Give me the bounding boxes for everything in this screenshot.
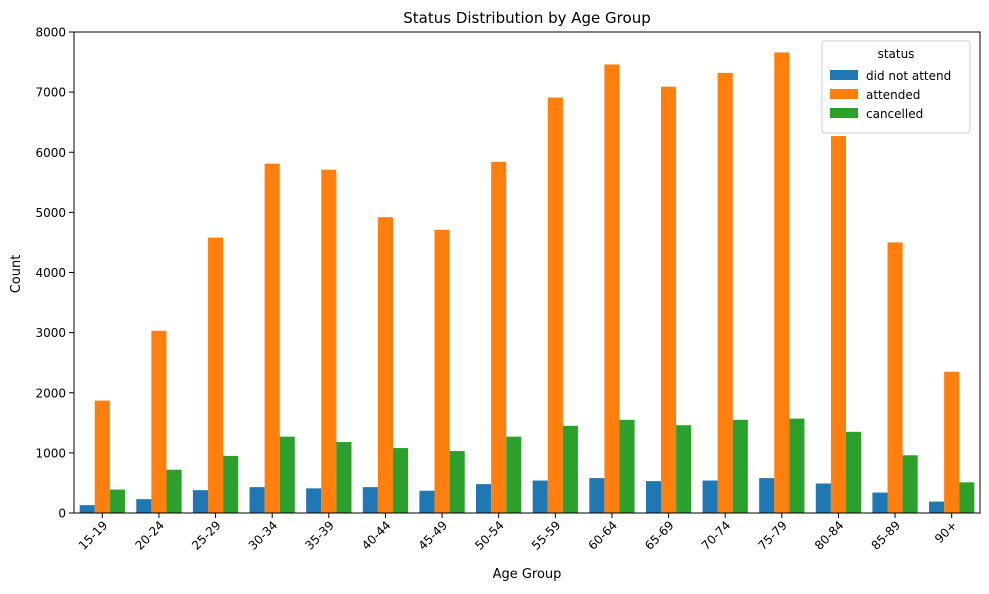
bar-cancelled-65-69 xyxy=(676,425,692,513)
y-tick-label: 0 xyxy=(58,507,66,521)
bar-did-not-attend-15-19 xyxy=(79,505,95,513)
bar-attended-20-24 xyxy=(151,330,167,513)
x-tick-label: 35-39 xyxy=(302,518,337,553)
x-tick-label: 45-49 xyxy=(416,518,451,553)
legend-swatch-attended xyxy=(830,89,858,99)
bar-cancelled-15-19 xyxy=(109,489,125,513)
bar-attended-55-59 xyxy=(547,97,563,513)
bar-did-not-attend-65-69 xyxy=(645,481,662,513)
y-tick-label: 7000 xyxy=(35,86,66,100)
bar-cancelled-80-84 xyxy=(845,431,862,513)
bar-attended-75-79 xyxy=(774,52,790,513)
bar-did-not-attend-25-29 xyxy=(192,490,209,513)
bar-attended-30-34 xyxy=(264,163,280,514)
bar-attended-35-39 xyxy=(321,169,337,513)
x-tick-label: 50-54 xyxy=(472,518,507,553)
x-tick-label: 55-59 xyxy=(529,518,564,553)
legend: status did not attend attended cancelled xyxy=(821,40,971,134)
bar-did-not-attend-90+ xyxy=(929,501,945,513)
bar-cancelled-55-59 xyxy=(562,425,578,513)
legend-box xyxy=(821,40,971,134)
y-tick-label: 8000 xyxy=(35,26,66,40)
x-tick-label: 90+ xyxy=(932,518,960,546)
bar-cancelled-70-74 xyxy=(732,419,748,513)
x-tick-label: 75-79 xyxy=(755,518,790,553)
bar-cancelled-60-64 xyxy=(619,419,635,513)
y-tick-label: 5000 xyxy=(35,206,66,220)
bar-did-not-attend-60-64 xyxy=(589,478,605,513)
x-tick-label: 15-19 xyxy=(76,518,111,553)
bar-attended-45-49 xyxy=(434,229,450,513)
bar-did-not-attend-70-74 xyxy=(702,480,718,513)
x-tick-label: 40-44 xyxy=(359,518,394,553)
bar-did-not-attend-20-24 xyxy=(136,499,152,513)
legend-label-did-not-attend: did not attend xyxy=(866,69,951,83)
x-tick-label: 65-69 xyxy=(642,518,677,553)
bar-cancelled-30-34 xyxy=(279,436,295,513)
bar-attended-80-84 xyxy=(830,136,846,513)
x-tick-label: 25-29 xyxy=(189,518,224,553)
bar-cancelled-20-24 xyxy=(166,469,182,513)
bar-attended-65-69 xyxy=(661,86,677,514)
bar-cancelled-75-79 xyxy=(789,418,805,513)
y-tick-label: 6000 xyxy=(35,146,66,160)
chart-title: Status Distribution by Age Group xyxy=(403,9,650,27)
y-tick-label: 1000 xyxy=(35,446,66,460)
legend-title: status xyxy=(878,47,915,61)
bar-did-not-attend-80-84 xyxy=(815,483,831,513)
bar-cancelled-50-54 xyxy=(506,436,522,513)
bar-did-not-attend-55-59 xyxy=(532,480,548,513)
bar-attended-15-19 xyxy=(94,400,110,513)
x-axis: 15-19 20-24 25-29 30-34 35-39 40-44 45-49 50-54… xyxy=(76,513,960,553)
legend-label-attended: attended xyxy=(866,88,920,102)
plot-area xyxy=(73,31,981,514)
legend-swatch-did-not-attend xyxy=(830,70,858,80)
bar-cancelled-40-44 xyxy=(392,448,409,513)
bar-attended-40-44 xyxy=(377,217,393,513)
bar-attended-60-64 xyxy=(604,64,620,513)
bar-did-not-attend-75-79 xyxy=(759,478,775,513)
x-tick-label: 70-74 xyxy=(699,518,734,553)
legend-label-cancelled: cancelled xyxy=(866,107,923,121)
bar-did-not-attend-50-54 xyxy=(476,484,492,513)
y-tick-label: 2000 xyxy=(35,386,66,400)
bar-cancelled-85-89 xyxy=(902,455,918,513)
y-tick-label: 3000 xyxy=(35,326,66,340)
bar-did-not-attend-45-49 xyxy=(419,490,435,513)
y-axis: 0 1000 2000 3000 4000 5000 6000 7000 8000 xyxy=(35,26,74,521)
x-axis-label: Age Group xyxy=(493,567,562,582)
bar-attended-25-29 xyxy=(208,237,224,513)
bar-cancelled-25-29 xyxy=(223,455,239,513)
bar-did-not-attend-35-39 xyxy=(306,488,322,513)
bar-attended-85-89 xyxy=(887,242,903,513)
y-axis-label: Count xyxy=(9,255,24,294)
bar-cancelled-45-49 xyxy=(449,451,465,513)
x-tick-label: 20-24 xyxy=(132,518,167,553)
x-tick-label: 30-34 xyxy=(246,518,281,553)
legend-swatch-cancelled xyxy=(830,108,858,118)
x-tick-label: 85-89 xyxy=(869,518,904,553)
bar-attended-70-74 xyxy=(717,72,733,513)
bar-did-not-attend-85-89 xyxy=(872,492,888,513)
bar-attended-50-54 xyxy=(491,161,507,513)
y-tick-label: 4000 xyxy=(35,266,66,280)
bar-cancelled-90+ xyxy=(959,482,975,513)
bar-cancelled-35-39 xyxy=(336,442,352,513)
x-tick-label: 60-64 xyxy=(585,518,620,553)
bar-attended-90+ xyxy=(944,371,960,513)
bar-did-not-attend-40-44 xyxy=(362,487,378,513)
x-tick-label: 80-84 xyxy=(812,518,847,553)
bar-did-not-attend-30-34 xyxy=(249,487,265,513)
